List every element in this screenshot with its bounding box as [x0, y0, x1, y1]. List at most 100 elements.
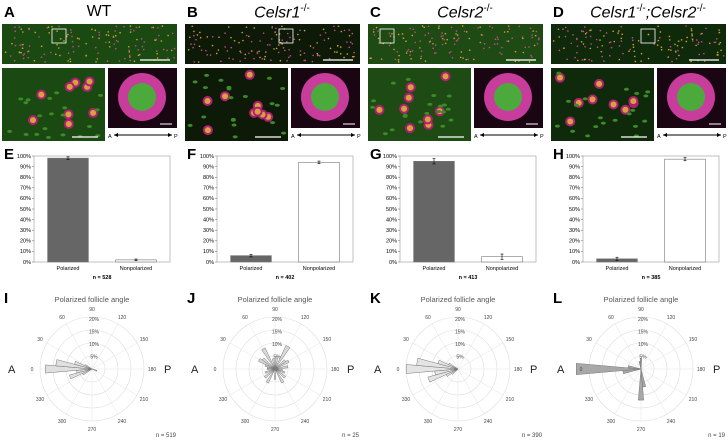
cell-marker	[389, 128, 395, 132]
follicle-dot	[397, 33, 400, 36]
cell-marker	[25, 98, 31, 102]
follicle-dot	[588, 58, 591, 61]
title-gene: ;Celsr2	[645, 4, 697, 22]
follicle-dot	[494, 38, 497, 41]
follicle-dot	[713, 41, 716, 44]
sample-size-label: n = 528	[93, 275, 112, 281]
follicle-dot	[289, 55, 292, 57]
category-label: Polarized	[240, 266, 263, 272]
follicle-dot	[373, 34, 376, 36]
follicle-dot	[511, 37, 513, 40]
follicle-dot	[434, 44, 437, 46]
angle-label: 180	[697, 367, 706, 373]
follicle-core	[557, 74, 564, 81]
follicle-dot	[670, 49, 672, 51]
follicle-dot	[286, 41, 288, 43]
follicle-dot	[497, 38, 499, 40]
title-gene: Celsr1	[590, 4, 637, 22]
follicle-dot	[228, 57, 230, 59]
cell-marker	[441, 103, 447, 107]
y-tick-label: 30%	[569, 228, 580, 234]
follicle-dot	[259, 56, 261, 59]
follicle-dot	[250, 40, 253, 43]
follicle-dot	[128, 51, 131, 53]
angle-label: 60	[425, 315, 431, 321]
cell-marker	[94, 108, 100, 112]
follicle-dot	[393, 48, 395, 51]
follicle-dot	[70, 29, 72, 31]
follicle-dot	[161, 25, 164, 27]
follicle-dot	[11, 42, 13, 45]
follicle-core	[66, 83, 73, 90]
follicle-dot	[218, 36, 220, 39]
follicle-dot	[67, 33, 69, 36]
follicle-dot	[601, 55, 603, 58]
follicle-dot	[589, 29, 591, 32]
angle-label: 30	[586, 337, 592, 343]
angle-label: 0	[214, 367, 217, 373]
axis-label-a: A	[657, 134, 661, 140]
follicle-dot	[195, 38, 197, 41]
follicle-dot	[584, 45, 586, 48]
follicle-dot	[297, 33, 299, 36]
follicle-dot	[63, 40, 65, 42]
cell-marker	[424, 111, 430, 115]
follicle-dot	[705, 27, 707, 30]
follicle-core	[246, 71, 253, 78]
cell-marker	[632, 124, 638, 128]
follicle-dot	[337, 25, 340, 28]
follicle-dot	[171, 32, 174, 35]
follicle-dot	[322, 28, 325, 31]
follicle-dot	[40, 56, 43, 58]
follicle-dot	[656, 44, 659, 46]
follicle-dot	[299, 50, 302, 52]
follicle-dot	[499, 52, 501, 54]
follicle-dot	[373, 28, 375, 31]
follicle-dot	[98, 31, 100, 34]
follicle-dot	[388, 44, 391, 47]
follicle-dot	[271, 26, 274, 28]
follicle-dot	[351, 55, 354, 58]
follicle-dot	[716, 51, 719, 54]
y-tick-label: 60%	[203, 196, 214, 202]
category-label: Polarized	[423, 266, 446, 272]
sample-size-label: n = 413	[459, 275, 478, 281]
follicle-dot	[209, 54, 212, 56]
follicle-dot	[303, 52, 306, 54]
follicle-dot	[9, 55, 12, 57]
follicle-dot	[538, 37, 540, 39]
category-label: Nonpolarized	[486, 266, 518, 272]
follicle-dot	[533, 44, 536, 47]
follicle-dot	[138, 26, 141, 28]
follicle-dot	[261, 57, 264, 60]
follicle-dot	[67, 52, 70, 54]
follicle-dot	[129, 59, 132, 62]
cell-marker	[231, 123, 237, 127]
follicle-dot	[718, 43, 720, 45]
follicle-dot	[603, 60, 605, 62]
follicle-core	[86, 78, 93, 85]
follicle-dot	[563, 47, 565, 50]
follicle-dot	[114, 47, 117, 50]
panel-letter: J	[187, 290, 196, 307]
follicle-dot	[156, 57, 159, 59]
follicle-dot	[620, 40, 623, 42]
follicle-dot	[677, 40, 680, 42]
y-tick-label: 20%	[203, 239, 214, 245]
follicle-dot	[660, 46, 663, 49]
follicle-dot	[632, 43, 635, 46]
follicle-dot	[284, 49, 286, 52]
follicle-dot	[265, 51, 267, 53]
follicle-dot	[118, 60, 121, 62]
follicle-dot	[532, 30, 535, 32]
follicle-dot	[449, 50, 452, 53]
follicle-dot	[405, 40, 407, 43]
follicle-dot	[98, 34, 101, 36]
bar-chart: 0% 10% 20% 30% 40% 50% 60% 70% 80% 90% 100% Polariz…	[383, 154, 537, 281]
y-tick-label: 30%	[203, 228, 214, 234]
follicle-dot	[640, 52, 643, 55]
follicle-dot	[431, 37, 433, 40]
follicle-dot	[198, 45, 201, 48]
rose-petal	[451, 368, 459, 375]
follicle-dot	[686, 36, 688, 39]
